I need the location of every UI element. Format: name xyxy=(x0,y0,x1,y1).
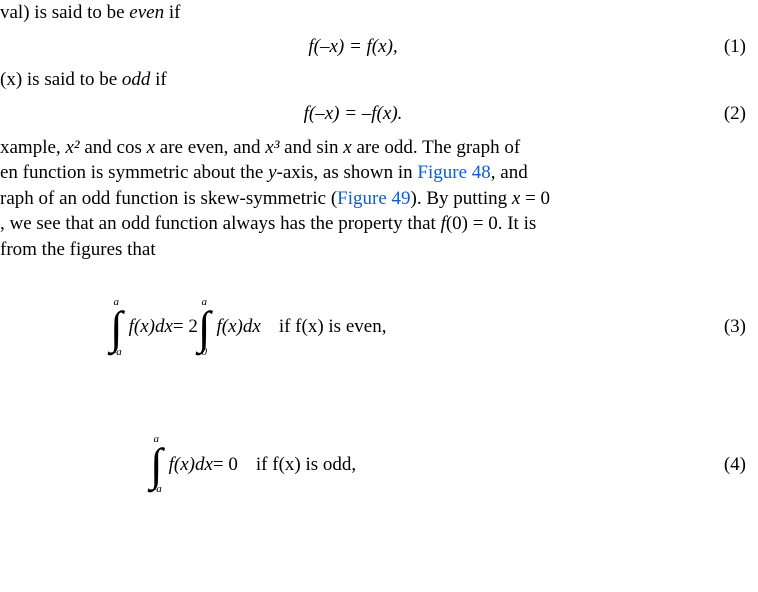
text-fragment: and cos xyxy=(80,137,147,158)
integral-symbol: a ∫ –a xyxy=(150,434,163,495)
condition: if f(x) is odd, xyxy=(256,452,356,478)
link-figure-48[interactable]: Figure 48 xyxy=(417,162,490,183)
equals: = 0 xyxy=(213,452,238,478)
text-fragment: ). By putting xyxy=(411,188,512,209)
text-fragment: are odd. The graph of xyxy=(352,137,520,158)
integral-lower: –a xyxy=(111,347,122,358)
equation-row: f(–x) = f(x), (1) xyxy=(0,34,746,60)
text-fragment: (x) is said to be xyxy=(0,69,122,90)
equation: f(–x) = –f(x). xyxy=(0,101,706,127)
equation-row: a ∫ –a f(x)dx = 0 if f(x) is odd, (4) xyxy=(0,434,746,495)
equation-number: (2) xyxy=(706,101,746,127)
text-fragment: raph of an odd function is skew-symmetri… xyxy=(0,188,337,209)
text-fragment: xample, xyxy=(0,137,65,158)
equation-row: a ∫ –a f(x)dx = 2 a ∫ 0 f(x)dx if f(x) i… xyxy=(0,297,746,358)
text-line: val) is said to be even if xyxy=(0,0,746,26)
text-fragment: are even, and xyxy=(155,137,265,158)
equation-number: (3) xyxy=(706,314,746,340)
text-fragment: , and xyxy=(491,162,528,183)
text-fragment: , we see that an odd function always has… xyxy=(0,213,441,234)
equation-number: (1) xyxy=(706,34,746,60)
equation: f(–x) = f(x), xyxy=(0,34,706,60)
text-line: (x) is said to be odd if xyxy=(0,67,746,93)
condition: if f(x) is even, xyxy=(279,314,387,340)
integral-body: f(x)dx xyxy=(169,452,213,478)
equation-number: (4) xyxy=(706,452,746,478)
math-inline: x xyxy=(147,137,155,158)
integral-lower: –a xyxy=(151,484,162,495)
integral: a ∫ 0 f(x)dx xyxy=(198,297,261,358)
integral-symbol: a ∫ 0 xyxy=(198,297,211,358)
equals: = 2 xyxy=(173,314,198,340)
integral-lower: 0 xyxy=(201,347,207,358)
text-fragment: from the figures that xyxy=(0,239,156,260)
integral-symbol: a ∫ –a xyxy=(110,297,123,358)
integral: a ∫ –a f(x)dx xyxy=(150,434,213,495)
text-fragment: (0) = 0. It is xyxy=(446,213,536,234)
text-fragment: if xyxy=(164,2,180,23)
text-fragment: val) is said to be xyxy=(0,2,129,23)
integral-body: f(x)dx xyxy=(129,314,173,340)
integral: a ∫ –a f(x)dx xyxy=(110,297,173,358)
integral-body: f(x)dx xyxy=(217,314,261,340)
equation-row: f(–x) = –f(x). (2) xyxy=(0,101,746,127)
math-inline: x³ xyxy=(265,137,279,158)
text-em: even xyxy=(129,2,164,23)
link-figure-49[interactable]: Figure 49 xyxy=(337,188,410,209)
text-fragment: if xyxy=(150,69,166,90)
paragraph: xample, x² and cos x are even, and x³ an… xyxy=(0,135,746,263)
text-fragment: and sin xyxy=(279,137,343,158)
math-inline: x xyxy=(343,137,351,158)
math-inline: y xyxy=(268,162,276,183)
text-fragment: = 0 xyxy=(520,188,550,209)
text-fragment: -axis, as shown in xyxy=(277,162,418,183)
math-inline: x² xyxy=(65,137,79,158)
text-fragment: en function is symmetric about the xyxy=(0,162,268,183)
text-em: odd xyxy=(122,69,151,90)
